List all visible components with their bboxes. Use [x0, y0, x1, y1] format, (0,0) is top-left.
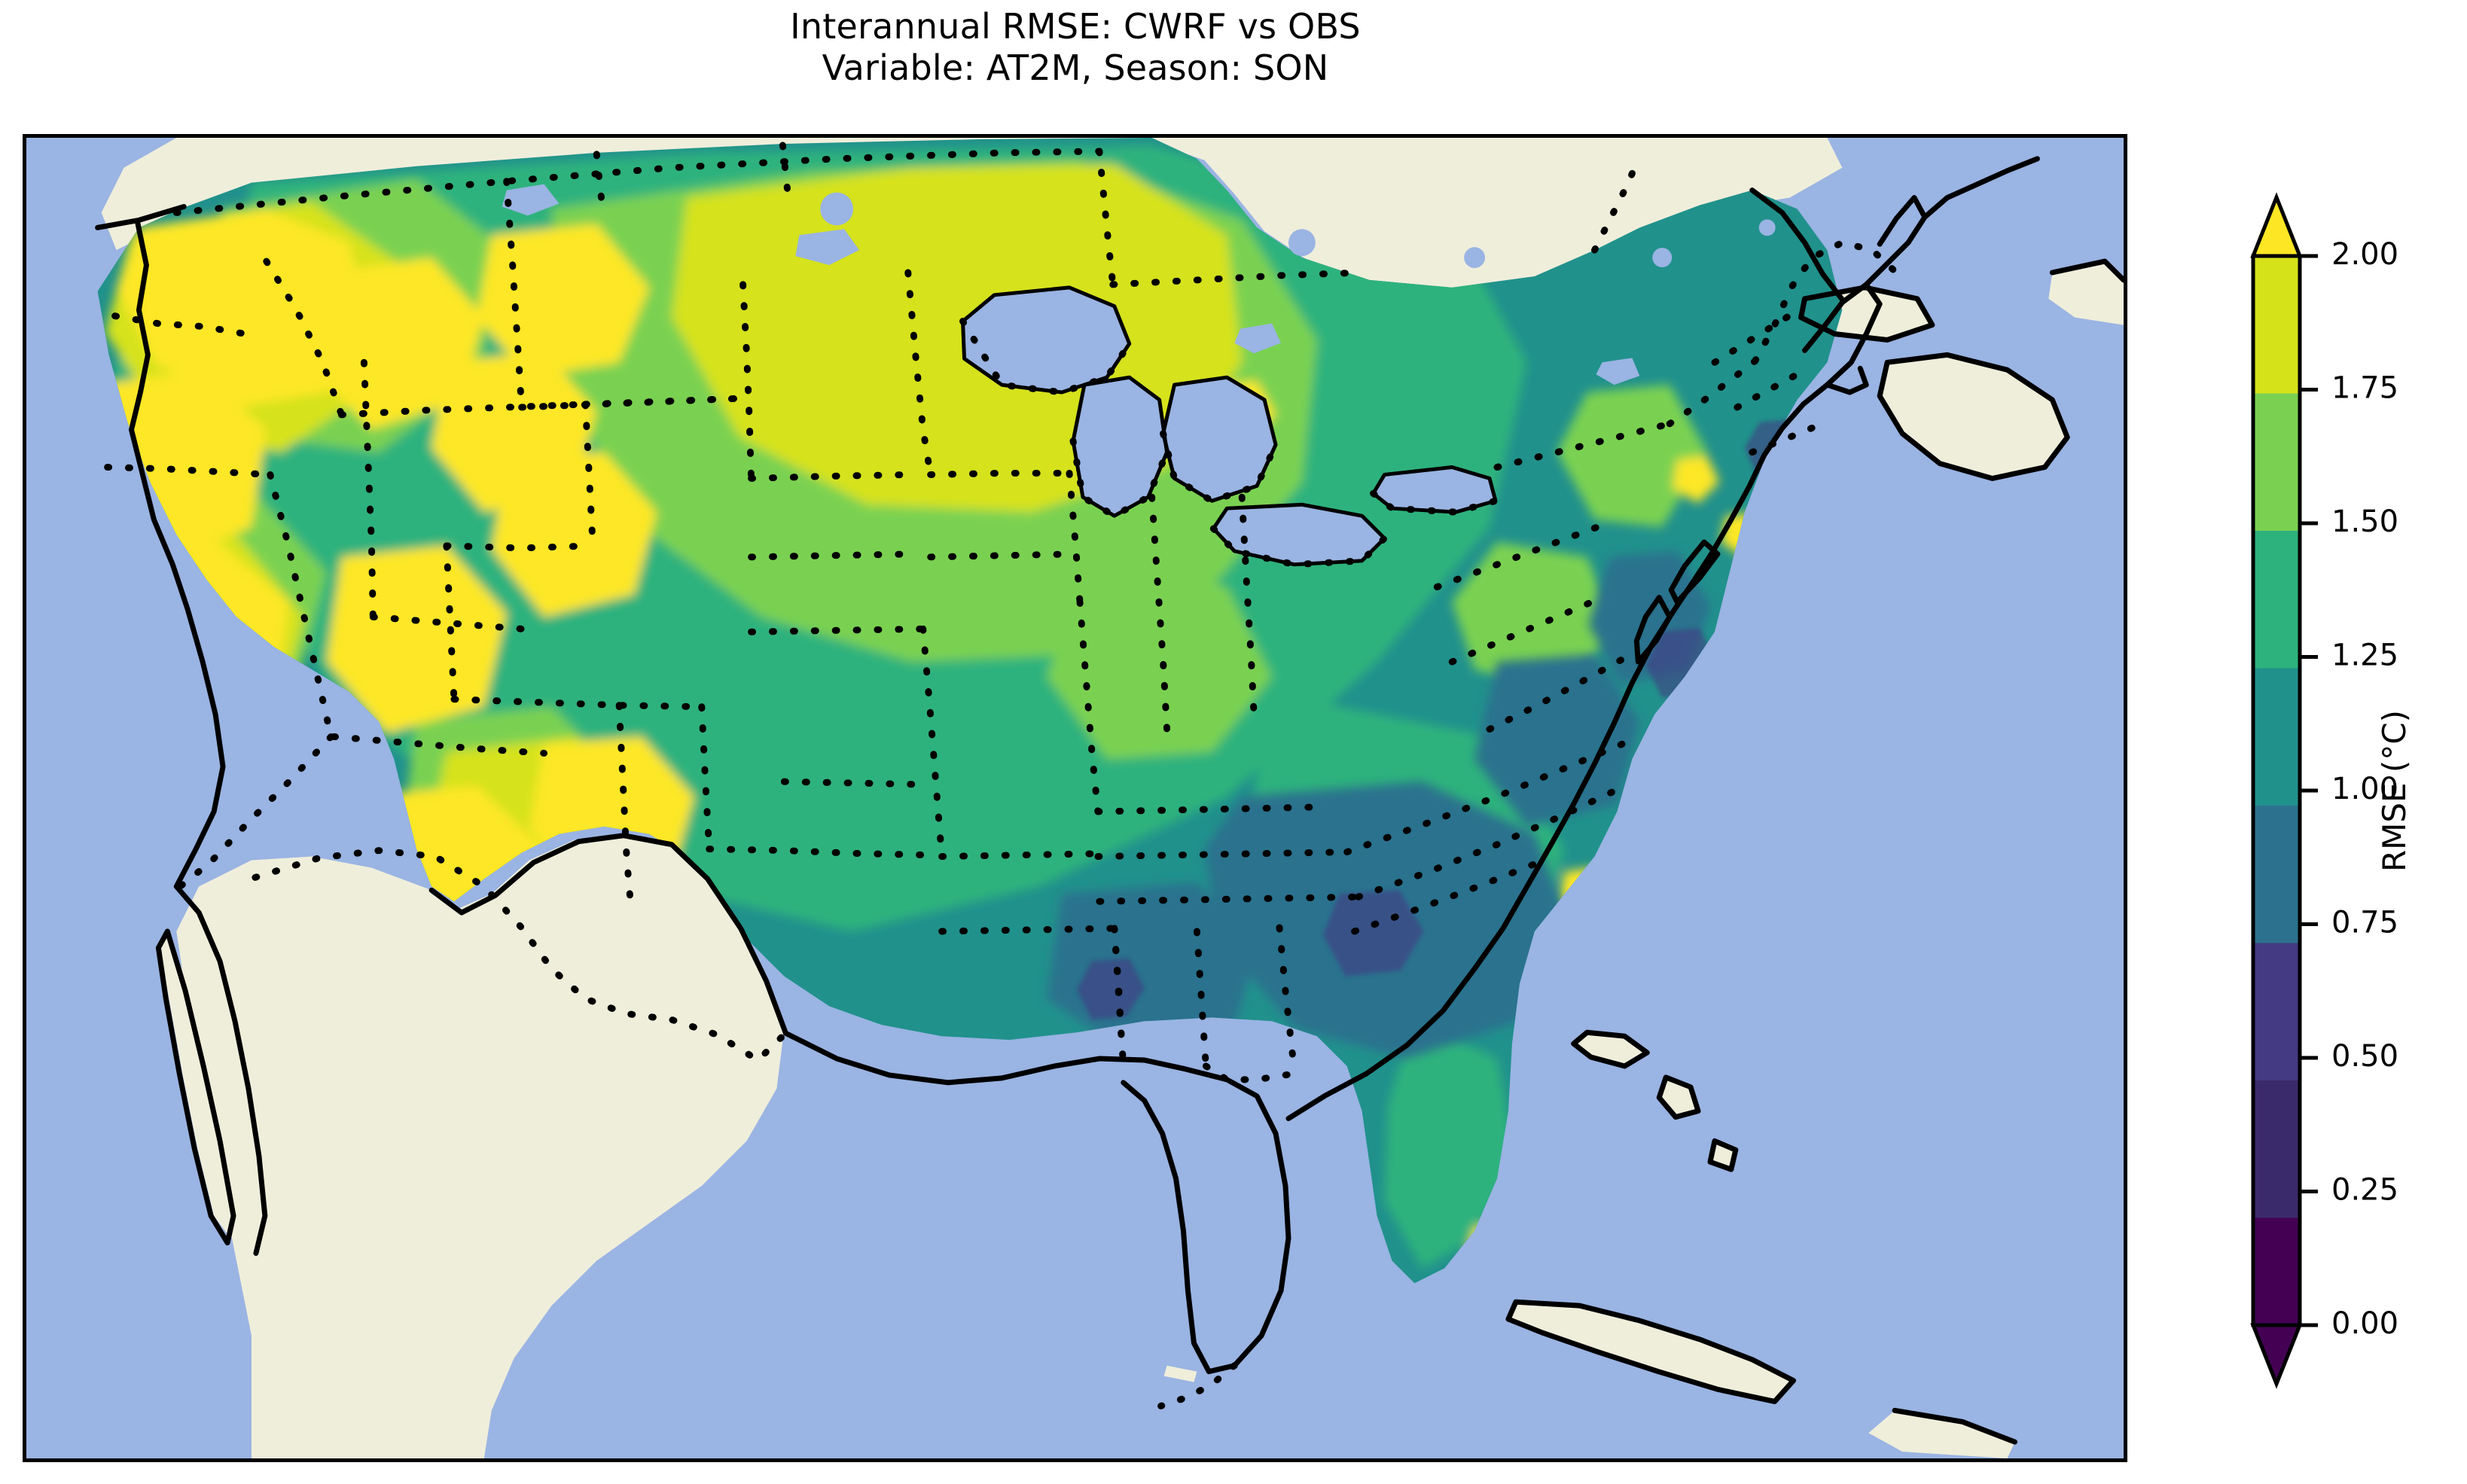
colorbar-bands	[2253, 256, 2300, 1325]
conus-rmse-map	[26, 138, 2124, 1458]
coastlines	[95, 156, 2124, 1445]
colorbar-tick-labels: 2.00 1.75 1.50 1.25 1.00 0.75 0.50 0.25 …	[2331, 237, 2398, 1341]
colorbar-svg[interactable]: 2.00 1.75 1.50 1.25 1.00 0.75 0.50 0.25 …	[2250, 192, 2398, 1389]
lake-superior	[962, 287, 1130, 393]
great-lakes	[502, 184, 1776, 565]
lake-michigan	[1073, 377, 1167, 517]
colorbar-extend-bottom	[2250, 1323, 2303, 1389]
colorbar-ticks	[2300, 254, 2318, 1327]
map-panel	[23, 134, 2127, 1462]
cbar-tick-7: 0.25	[2331, 1173, 2398, 1208]
cbar-tick-2: 1.50	[2331, 504, 2398, 539]
cbar-tick-6: 0.50	[2331, 1039, 2398, 1074]
chart-title-block: Interannual RMSE: CWRF vs OBS Variable: …	[0, 6, 2151, 89]
title-line-1: Interannual RMSE: CWRF vs OBS	[790, 6, 1361, 47]
cbar-tick-8: 0.00	[2331, 1306, 2398, 1341]
lake-huron	[1163, 377, 1276, 501]
colorbar-label-text: RMSE (°C)	[2376, 709, 2414, 872]
cbar-tick-0: 2.00	[2331, 237, 2398, 272]
colorbar-extend-top	[2250, 192, 2303, 258]
cbar-tick-3: 1.25	[2331, 638, 2398, 673]
cbar-tick-5: 0.75	[2331, 906, 2398, 940]
title-line-2: Variable: AT2M, Season: SON	[822, 47, 1329, 89]
lake-erie	[1213, 504, 1385, 565]
state-borders	[104, 142, 1900, 1409]
cbar-tick-4: 1.00	[2331, 772, 2398, 806]
lake-winnipeg-small	[820, 192, 854, 226]
cbar-tick-1: 1.75	[2331, 371, 2398, 406]
lake-ontario	[1373, 467, 1496, 513]
colorbar[interactable]: 2.00 1.75 1.50 1.25 1.00 0.75 0.50 0.25 …	[2250, 192, 2398, 1389]
land-masses	[101, 138, 2124, 1458]
colorbar-axis-label: RMSE (°C)	[2372, 226, 2417, 1355]
